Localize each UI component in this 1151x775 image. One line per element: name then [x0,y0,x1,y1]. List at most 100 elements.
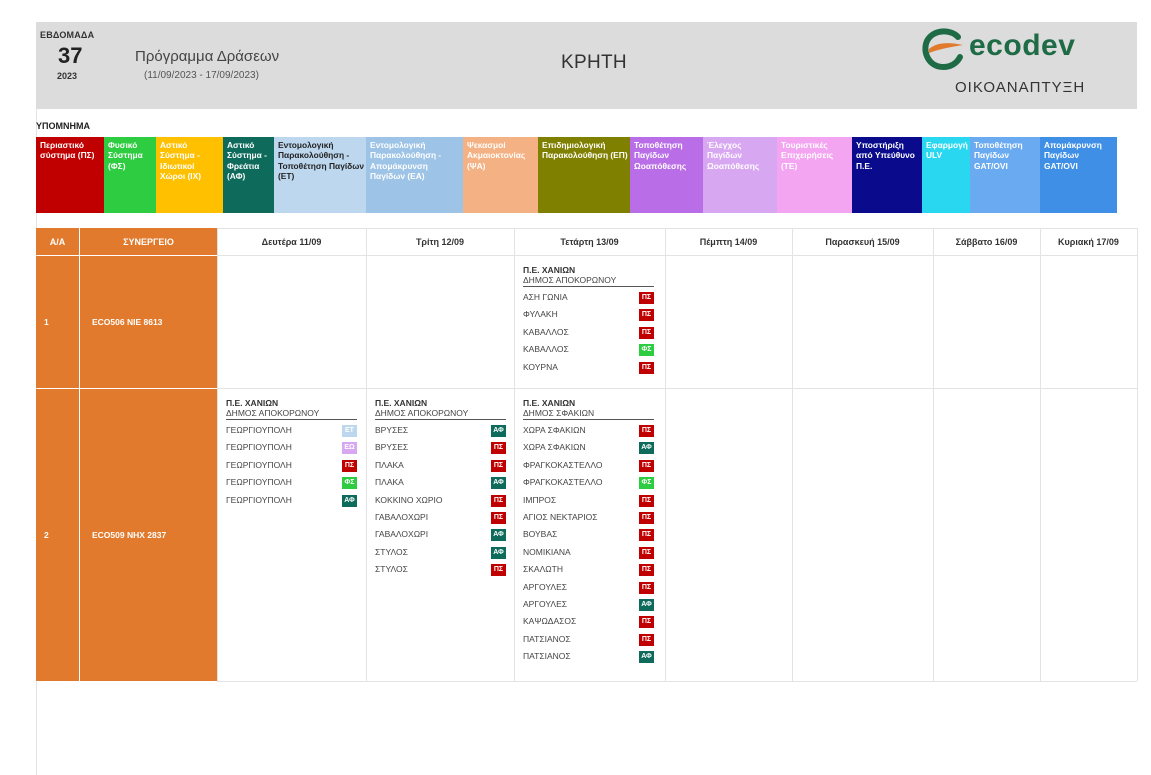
table-row-divider [217,681,1137,682]
legend-item: Αστικό Σύστημα - Ιδιωτικοί Χώροι (ΙΧ) [156,137,223,213]
block-municipality: ΔΗΜΟΣ ΑΠΟΚΟΡΩΝΟΥ [523,275,654,287]
block-region: Π.Ε. ΧΑΝΙΩΝ [226,398,279,408]
entry-code-badge: ΑΦ [639,651,654,664]
schedule-entry: ΠΛΑΚΑ ΠΣ [375,457,506,474]
row-team: ECO506 ΝΙΕ 8613 [80,256,217,388]
entry-place: ΚΟΚΚΙΝΟ ΧΩΡΙΟ [375,494,443,505]
table-row-divider [217,228,1137,229]
entry-place: ΠΛΑΚΑ [375,477,404,488]
row-number: 2 [36,389,79,681]
legend-item: Έλεγχος Παγίδων Ωοαπόθεσης [703,137,777,213]
block-region: Π.Ε. ΧΑΝΙΩΝ [375,398,428,408]
day-schedule-block: Π.Ε. ΧΑΝΙΩΝ ΔΗΜΟΣ ΑΠΟΚΟΡΩΝΟΥ ΓΕΩΡΓΙΟΥΠΟΛΗ Ε… [226,398,357,509]
entry-place: ΓΕΩΡΓΙΟΥΠΟΛΗ [226,425,292,435]
column-header-day: Σάββατο 16/09 [955,236,1018,247]
legend-item: Φυσικό Σύστημα (ΦΣ) [104,137,156,213]
legend-item: Τοποθέτηση Παγίδων GAT/OVI [970,137,1040,213]
entry-code-badge: ΠΣ [491,564,506,577]
entry-code-badge: ΠΣ [639,459,654,472]
column-header-team: ΣΥΝΕΡΓΕΙΟ [80,228,217,255]
schedule-entry: ΠΛΑΚΑ ΑΦ [375,474,506,491]
entry-place: ΠΑΤΣΙΑΝΟΣ [523,651,571,662]
entry-code-badge: ΠΣ [639,494,654,507]
schedule-entry: ΓΕΩΡΓΙΟΥΠΟΛΗ ΠΣ [226,457,357,474]
legend-item: Υποστήριξη από Υπεύθυνο Π.Ε. [852,137,922,213]
column-header-day: Δευτέρα 11/09 [261,236,322,247]
day-schedule-block: Π.Ε. ΧΑΝΙΩΝ ΔΗΜΟΣ ΑΠΟΚΟΡΩΝΟΥ ΒΡΥΣΕΣ ΑΦ ΒΡΥΣΕ… [375,398,506,579]
schedule-entry: ΒΟΥΒΑΣ ΠΣ [523,526,654,543]
schedule-entry: ΓΕΩΡΓΙΟΥΠΟΛΗ ΕΩ [226,439,357,456]
block-municipality: ΔΗΜΟΣ ΑΠΟΚΟΡΩΝΟΥ [375,408,506,420]
entry-place: ΚΟΥΡΝΑ [523,361,558,372]
entry-code-badge: ΠΣ [639,326,654,339]
entry-code-badge: ΠΣ [639,546,654,559]
block-entries: ΧΩΡΑ ΣΦΑΚΙΩΝ ΠΣ ΧΩΡΑ ΣΦΑΚΙΩΝ ΑΦ ΦΡΑΓΚΟΚΑΣΤΕΛ… [523,422,654,665]
schedule-entry: ΓΕΩΡΓΙΟΥΠΟΛΗ ΑΦ [226,492,357,509]
block-entries: ΓΕΩΡΓΙΟΥΠΟΛΗ ΕΤ ΓΕΩΡΓΙΟΥΠΟΛΗ ΕΩ ΓΕΩΡΓΙΟΥΠΟΛΗ… [226,422,357,509]
table-column-divider [514,228,515,681]
entry-place: ΧΩΡΑ ΣΦΑΚΙΩΝ [523,442,586,453]
region-title: ΚΡΗΤΗ [561,52,627,73]
schedule-entry: ΚΑΒΑΛΛΟΣ ΠΣ [523,324,654,341]
legend-item: Αστικό Σύστημα - Φρεάτια (ΑΦ) [223,137,274,213]
block-entries: ΒΡΥΣΕΣ ΑΦ ΒΡΥΣΕΣ ΠΣ ΠΛΑΚΑ ΠΣ ΠΛΑΚΑ ΑΦ ΚΟΚΚΙΝΟ ΧΩ… [375,422,506,579]
schedule-entry: ΧΩΡΑ ΣΦΑΚΙΩΝ ΑΦ [523,439,654,456]
schedule-entry: ΦΥΛΑΚΗ ΠΣ [523,306,654,323]
entry-code-badge: ΠΣ [491,442,506,455]
block-municipality: ΔΗΜΟΣ ΣΦΑΚΙΩΝ [523,408,654,420]
entry-place: ΠΛΑΚΑ [375,459,404,470]
schedule-entry: ΠΑΤΣΙΑΝΟΣ ΠΣ [523,631,654,648]
block-municipality: ΔΗΜΟΣ ΑΠΟΚΟΡΩΝΟΥ [226,408,357,420]
entry-code-badge: ΑΦ [639,442,654,455]
entry-code-badge: ΠΣ [639,361,654,374]
page-header: ΕΒΔΟΜΑΔΑ 37 2023 Πρόγραμμα Δράσεων (11/0… [36,22,1137,109]
entry-code-badge: ΑΦ [639,598,654,611]
schedule-entry: ΧΩΡΑ ΣΦΑΚΙΩΝ ΠΣ [523,422,654,439]
entry-place: ΑΡΓΟΥΛΕΣ [523,598,567,609]
column-header-day: Τετάρτη 13/09 [560,236,619,247]
entry-place: ΒΡΥΣΕΣ [375,425,409,435]
program-dates: (11/09/2023 - 17/09/2023) [144,70,259,81]
table-column-divider [792,228,793,681]
entry-place: ΚΑΒΑΛΛΟΣ [523,326,569,337]
entry-place: ΣΤΥΛΟΣ [375,546,408,557]
entry-code-badge: ΠΣ [639,309,654,322]
entry-code-badge: ΠΣ [639,564,654,577]
entry-code-badge: ΕΩ [342,442,357,455]
table-column-divider [217,228,218,681]
entry-code-badge: ΦΣ [639,477,654,490]
schedule-entry: ΙΜΠΡΟΣ ΠΣ [523,492,654,509]
block-entries: ΑΣΗ ΓΩΝΙΑ ΠΣ ΦΥΛΑΚΗ ΠΣ ΚΑΒΑΛΛΟΣ ΠΣ ΚΑΒΑΛΛΟΣ ΦΣ Κ… [523,289,654,376]
legend-item: Εφαρμογή ULV [922,137,970,213]
column-header-day: Πέμπτη 14/09 [699,236,758,247]
entry-place: ΦΥΛΑΚΗ [523,309,558,320]
legend-item: Περιαστικό σύστημα (ΠΣ) [36,137,104,213]
legend-item: Τουριστικές Επιχειρήσεις (ΤΕ) [777,137,852,213]
logo-text: ecodev [969,29,1076,62]
schedule-entry: ΒΡΥΣΕΣ ΑΦ [375,422,506,439]
entry-place: ΑΓΙΟΣ ΝΕΚΤΑΡΙΟΣ [523,511,598,522]
entry-place: ΣΚΑΛΩΤΗ [523,564,563,575]
legend-item: Απομάκρυνση Παγίδων GAT/OVI [1040,137,1117,213]
entry-place: ΓΕΩΡΓΙΟΥΠΟΛΗ [226,477,292,488]
entry-place: ΦΡΑΓΚΟΚΑΣΤΕΛΛΟ [523,477,603,488]
entry-place: ΠΑΤΣΙΑΝΟΣ [523,633,571,644]
schedule-entry: ΓΕΩΡΓΙΟΥΠΟΛΗ ΕΤ [226,422,357,439]
table-row-divider [217,388,1137,389]
legend-item: Εντομολογική Παρακολούθηση - Απομάκρυνση… [366,137,463,213]
schedule-entry: ΦΡΑΓΚΟΚΑΣΤΕΛΛΟ ΠΣ [523,457,654,474]
week-year: 2023 [57,71,78,81]
schedule-entry: ΒΡΥΣΕΣ ΠΣ [375,439,506,456]
entry-code-badge: ΠΣ [639,425,654,437]
entry-place: ΒΡΥΣΕΣ [375,442,409,453]
entry-code-badge: ΑΦ [491,425,506,437]
entry-place: ΚΑΨΩΔΑΣΟΣ [523,616,577,627]
schedule-entry: ΠΑΤΣΙΑΝΟΣ ΑΦ [523,648,654,665]
schedule-entry: ΑΡΓΟΥΛΕΣ ΑΦ [523,596,654,613]
table-column-divider [665,228,666,681]
schedule-entry: ΓΑΒΑΛΟΧΩΡΙ ΠΣ [375,509,506,526]
column-header-day: Τρίτη 12/09 [415,236,465,247]
entry-code-badge: ΠΣ [639,511,654,524]
schedule-entry: ΣΤΥΛΟΣ ΠΣ [375,561,506,578]
entry-code-badge: ΦΣ [639,344,654,357]
